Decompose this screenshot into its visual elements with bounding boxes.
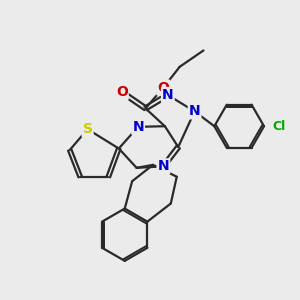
Text: N: N (132, 120, 144, 134)
Text: N: N (162, 88, 174, 102)
Text: O: O (116, 85, 128, 99)
Text: S: S (82, 122, 93, 136)
Text: N: N (158, 159, 169, 173)
Text: O: O (158, 81, 169, 94)
Text: N: N (189, 104, 200, 118)
Text: Cl: Cl (272, 120, 286, 133)
